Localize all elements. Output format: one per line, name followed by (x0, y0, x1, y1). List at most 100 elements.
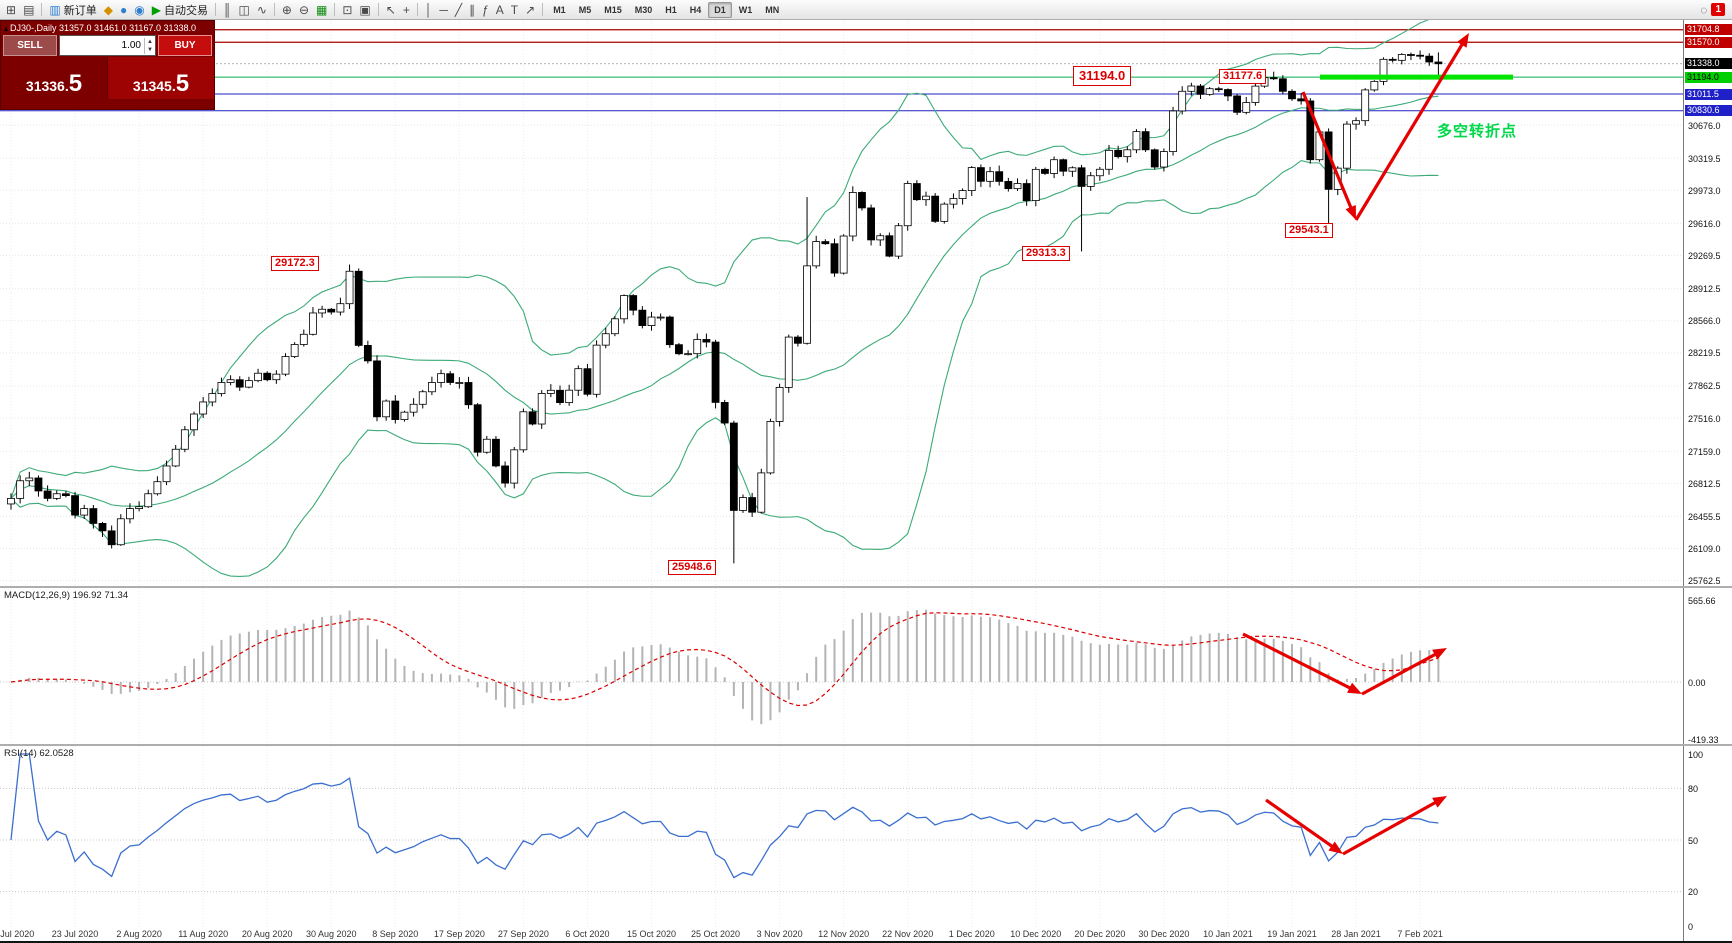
bar-chart-icon: ║ (222, 2, 232, 17)
community-icon[interactable]: ● (117, 1, 130, 18)
buy-price-button[interactable]: 31345.5 (108, 57, 214, 99)
chart-shift-icon[interactable]: ▣ (356, 1, 373, 18)
trendline-icon: ╱ (454, 2, 463, 17)
date-label: 23 Jul 2020 (51, 929, 99, 939)
sell-button[interactable]: SELL (3, 35, 57, 56)
panel-divider[interactable] (0, 586, 1732, 588)
date-label: 11 Aug 2020 (178, 929, 229, 939)
volume-down-icon[interactable]: ▼ (147, 46, 153, 53)
trend-arrow (1301, 91, 1356, 220)
sell-price-button[interactable]: 31336.5 (1, 57, 108, 99)
volume-value[interactable]: 1.00 (121, 40, 141, 51)
timeframe-button-m5[interactable]: M5 (578, 4, 592, 15)
date-label: 20 Aug 2020 (241, 929, 293, 939)
date-label: 19 Jan 2021 (1267, 929, 1317, 939)
candle-chart-icon[interactable]: ◫ (235, 1, 252, 18)
date-label: 25 Oct 2020 (691, 929, 741, 939)
price-marker: 30830.6 (1685, 105, 1732, 117)
news-icon[interactable]: ◌ (1697, 1, 1710, 18)
auto-trading-button: ▶ (151, 2, 161, 17)
price-annotation[interactable]: 25948.6 (668, 560, 716, 575)
date-label: 15 Oct 2020 (626, 929, 677, 939)
toolbar-separator (214, 3, 216, 16)
mql-market-icon[interactable]: ◆ (101, 1, 116, 18)
timeframe-button-d1[interactable]: D1 (708, 1, 732, 18)
date-label: 27 Sep 2020 (497, 929, 549, 939)
bar-chart-icon[interactable]: ║ (220, 1, 235, 18)
cursor-icon[interactable]: ↖ (383, 1, 399, 18)
price-scale-label: 26812.5 (1688, 478, 1721, 489)
price-scale-label: 30676.0 (1688, 120, 1721, 131)
buy-button[interactable]: BUY (158, 35, 212, 56)
line-chart-icon[interactable]: ∿ (254, 1, 270, 18)
zoom-in-icon: ⊕ (281, 2, 292, 17)
crosshair-icon[interactable]: + (400, 1, 413, 18)
collapse-panel-icon[interactable]: ▴ (4, 24, 9, 33)
new-chart-icon[interactable]: ⊞ (3, 1, 19, 18)
fibonacci-icon[interactable]: ƒ (479, 1, 492, 18)
main-chart-canvas[interactable] (0, 20, 1683, 586)
channel-icon[interactable]: ∥ (466, 1, 478, 18)
chart-shift-icon: ▣ (359, 2, 371, 17)
price-annotation[interactable]: 31194.0 (1073, 66, 1132, 86)
volume-input[interactable]: 1.00 ▲ ▼ (59, 35, 156, 56)
mql-market-icon: ◆ (103, 2, 113, 17)
indicators-icon[interactable]: ▦ (313, 1, 330, 18)
price-annotation[interactable]: 29172.3 (271, 256, 319, 271)
timeframe-button-h1[interactable]: H1 (665, 4, 677, 15)
timeframe-button-m1[interactable]: M1 (553, 4, 566, 15)
price-scale-label: 27159.0 (1688, 446, 1721, 457)
ohlc-info-text: DJ30-,Daily 31357.0 31461.0 31167.0 3133… (10, 23, 196, 33)
bottom-strip (0, 941, 1732, 943)
vertical-line-icon: │ (424, 2, 433, 17)
new-order-button[interactable]: ▥ 新订单 (46, 1, 99, 18)
toolbar-separator (542, 3, 544, 16)
trendline-icon[interactable]: ╱ (452, 1, 465, 18)
buy-price: 31345. (132, 78, 176, 94)
macd-indicator-label: MACD(12,26,9) 196.92 71.34 (4, 590, 129, 601)
new-chart-icon: ⊞ (6, 2, 17, 17)
text-icon[interactable]: A (493, 1, 507, 18)
macd-signal-line (10, 612, 1439, 707)
timeframe-button-mn[interactable]: MN (765, 4, 780, 15)
timeframe-button-m30[interactable]: M30 (634, 4, 653, 15)
volume-stepper[interactable]: ▲ ▼ (144, 37, 155, 54)
text-label-icon[interactable]: T (508, 1, 521, 18)
panel-divider[interactable] (0, 744, 1732, 746)
date-label: 30 Aug 2020 (305, 929, 357, 939)
volume-up-icon[interactable]: ▲ (147, 38, 153, 45)
zoom-in-icon[interactable]: ⊕ (279, 1, 295, 18)
time-scale[interactable]: 14 Jul 2020 23 Jul 2020 2 Aug 2020 11 Aug 2… (0, 928, 1683, 941)
help-icon[interactable]: ◉ (131, 1, 147, 18)
timeframe-button-m15[interactable]: M15 (604, 4, 622, 15)
price-marker: 31338.0 (1685, 58, 1732, 70)
price-marker: 31570.0 (1685, 36, 1732, 48)
horizontal-line-icon[interactable]: ─ (436, 1, 451, 18)
price-annotation[interactable]: 31177.6 (1219, 69, 1267, 84)
vertical-line-icon[interactable]: │ (422, 1, 436, 18)
price-annotation[interactable]: 29313.3 (1022, 246, 1070, 261)
price-annotation[interactable]: 29543.1 (1285, 223, 1333, 238)
price-scale[interactable]: 30676.0 30319.5 29973.0 29616.0 29269.5 28912… (1683, 20, 1732, 941)
macd-scale-label: 0.00 (1688, 677, 1706, 688)
turning-point-label[interactable]: 多空转折点 (1437, 123, 1518, 140)
chart-info-line[interactable]: ▴ DJ30-,Daily 31357.0 31461.0 31167.0 313… (1, 21, 214, 34)
date-label: 8 Sep 2020 (372, 929, 419, 939)
auto-trading-button[interactable]: ▶ 自动交易 (149, 1, 211, 18)
macd-panel-canvas[interactable] (0, 588, 1683, 744)
profiles-icon[interactable]: ▤ (20, 1, 37, 18)
rsi-panel-canvas[interactable] (0, 746, 1683, 928)
zoom-out-icon: ⊖ (298, 2, 309, 17)
notifications-badge[interactable]: 1 (1711, 3, 1725, 16)
zoom-out-icon[interactable]: ⊖ (296, 1, 312, 18)
date-label: 1 Dec 2020 (948, 929, 995, 939)
timeframe-button-w1[interactable]: W1 (738, 4, 753, 15)
arrows-tool-icon[interactable]: ↗ (522, 1, 538, 18)
date-label: 2 Aug 2020 (116, 929, 162, 939)
arrows-tool-icon: ↗ (525, 2, 536, 17)
date-label: 22 Nov 2020 (882, 929, 934, 939)
rsi-line (10, 753, 1439, 879)
templates-icon[interactable]: ⊡ (339, 1, 355, 18)
timeframe-button-h4[interactable]: H4 (689, 4, 702, 15)
rsi-scale-label: 50 (1688, 835, 1699, 846)
